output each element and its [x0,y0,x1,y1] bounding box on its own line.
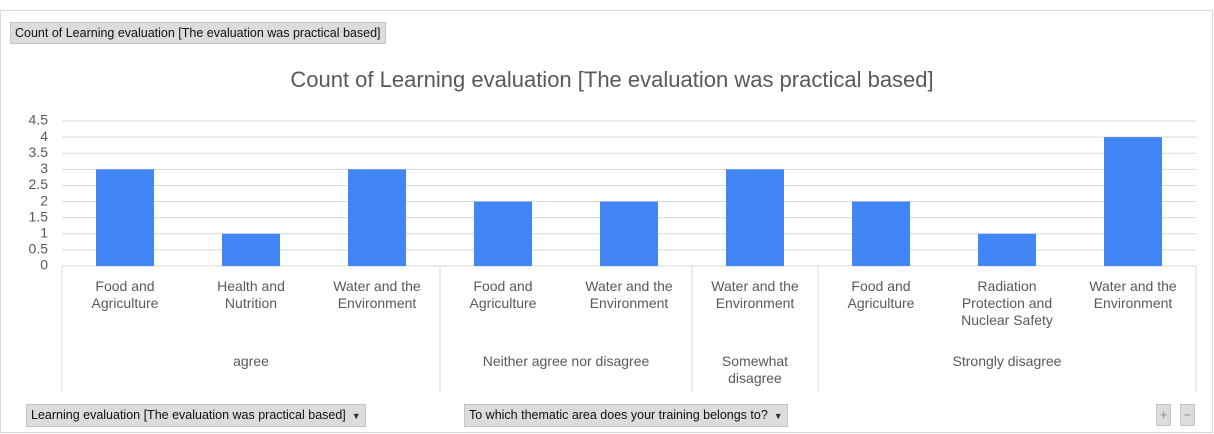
zoom-out-button[interactable]: − [1180,404,1196,426]
y-tick-label: 1 [40,224,48,240]
chart-border [0,10,1213,433]
dropdown-arrow: ▼ [351,411,361,421]
y-tick-label: 3 [40,160,48,176]
x-tick-label: Food and Agriculture [469,278,537,311]
y-tick-label: 2 [40,192,48,208]
bar [600,201,658,266]
bar [1104,137,1162,266]
button-label: Count of Learning evaluation [The evalua… [15,26,381,40]
x-tick-label: Health and Nutrition [217,278,285,311]
y-tick-label: 1.5 [29,208,49,224]
group-label: agree [233,353,269,369]
button-label: Learning evaluation [The evaluation was … [31,408,346,422]
bar [474,201,532,266]
axis-field-button[interactable]: Learning evaluation [The evaluation was … [26,404,366,427]
chart-title: Count of Learning evaluation [The evalua… [290,67,933,92]
dropdown-arrow: ▼ [773,411,783,421]
x-tick-label: Water and the Environment [585,278,673,311]
bar [222,233,280,266]
y-tick-label: 4 [40,128,48,144]
y-tick-label: 4.5 [29,112,49,128]
bar [978,233,1036,266]
button-label: − [1184,408,1192,422]
zoom-in-button[interactable]: + [1156,404,1172,426]
y-tick-label: 3.5 [29,144,49,160]
y-tick-label: 0.5 [29,241,49,257]
x-tick-label: Food and Agriculture [847,278,915,311]
x-tick-label: Water and the Environment [1089,278,1177,311]
x-tick-label: Water and the Environment [711,278,799,311]
group-label: Neither agree nor disagree [482,353,650,369]
value-field-button[interactable]: Count of Learning evaluation [The evalua… [10,22,386,44]
button-label: To which thematic area does your trainin… [469,408,768,422]
x-tick-label: Radiation Protection and Nuclear Safety [961,278,1053,328]
bar [726,169,784,266]
group-label: Strongly disagree [952,353,1062,369]
y-tick-label: 0 [40,257,48,273]
x-tick-label: Food and Agriculture [91,278,159,311]
bar [852,201,910,266]
button-label: + [1160,408,1168,422]
bar [348,169,406,266]
y-tick-label: 2.5 [29,176,49,192]
axis-field-button[interactable]: To which thematic area does your trainin… [464,404,788,427]
bar [96,169,154,266]
group-label: Somewhat disagree [721,353,789,386]
x-tick-label: Water and the Environment [333,278,421,311]
